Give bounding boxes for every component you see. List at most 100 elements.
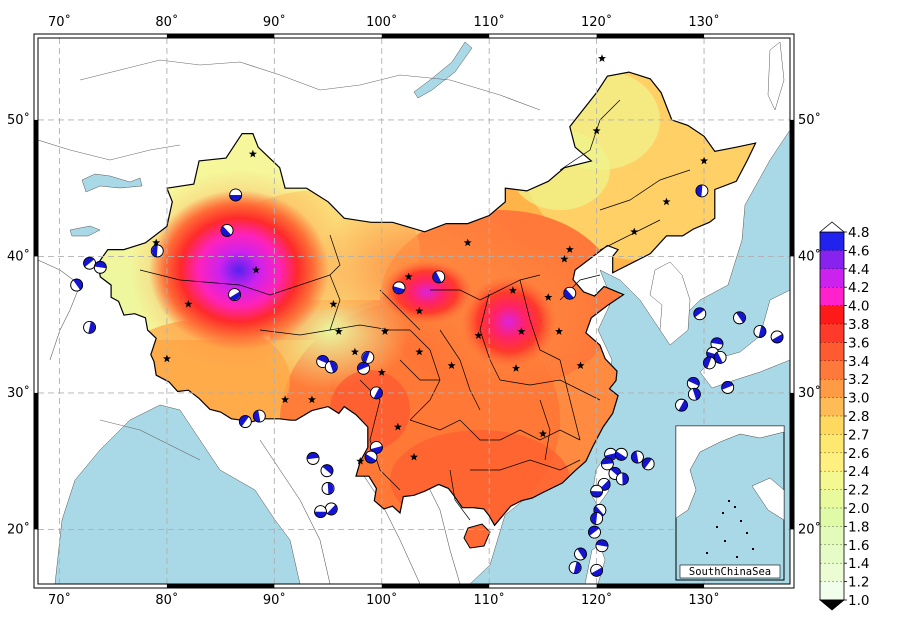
frame-ticks [34,34,794,588]
beachball [614,447,628,461]
beachball [600,457,614,471]
lon-label-top: 90˚ [263,14,286,30]
beachball [252,409,266,423]
colorbar: 4.8 4.6 4.4 4.2 4.0 3.8 3.6 3.4 3.2 3.0 2.8 2.7 2.6 2… [818,221,869,611]
station-star [248,149,257,158]
station-star [447,361,456,369]
focal-mechanisms [70,184,784,577]
station-star [184,300,193,308]
lon-label-bottom: 110˚ [474,592,505,608]
station-star [415,347,424,356]
axis-labels: 70˚ 70˚ 80˚ 80˚ 90˚ 90˚ 100˚ 100˚ 110˚ 110˚ 120˚ 12… [7,14,821,608]
colorbar-label: 2.2 [848,483,869,499]
station-star [592,126,601,135]
station-star [474,331,483,339]
station-star [307,395,316,404]
colorbar-label: 1.0 [848,593,869,609]
station-star [350,347,359,356]
lon-label-bottom: 80˚ [155,592,178,608]
beachball [364,450,378,464]
borders [97,71,757,549]
colorbar-label: 1.6 [848,538,869,554]
station-star [329,300,338,308]
frame-bar [166,34,275,38]
lon-label-top: 110˚ [474,14,505,30]
lon-label-bottom: 70˚ [48,592,71,608]
frame-bar [166,584,275,588]
lake-issyk [69,225,101,237]
lake-baikal [413,41,473,99]
beachball [574,547,587,561]
station-star [508,286,517,294]
colorbar-label: 3.2 [848,372,869,388]
beachball [321,482,335,495]
station-star [404,272,413,281]
beachball [590,512,604,525]
beachball [721,381,735,394]
colorbar-top-arrow [818,221,846,233]
lat-label-left: 40˚ [7,248,30,264]
beachball [590,484,604,498]
beachball [595,539,609,553]
station-star [565,245,574,253]
lon-label-top: 130˚ [688,14,719,30]
colorbar-segment [820,287,844,306]
station-star [410,452,418,461]
beachball [631,450,644,464]
station-star [356,457,365,465]
colorbar-label: 4.0 [848,299,869,315]
colorbar-label: 4.6 [848,243,869,259]
beachball [588,525,601,539]
lon-label-top: 70˚ [48,14,71,30]
colorbar-label: 3.6 [848,335,869,351]
colorbar-label: 4.8 [848,225,869,241]
hainan-island [463,523,491,549]
station-star [377,368,386,376]
colorbar-label: 2.8 [848,409,869,425]
sakhalin [767,41,785,111]
beachball [314,505,327,519]
japan [699,289,790,389]
station-star [162,354,171,363]
beachball [641,457,655,471]
station-markers [152,54,709,465]
beachball [150,244,164,258]
beachball [432,270,446,284]
colorbar-segment [820,452,844,472]
lon-label-top: 120˚ [581,14,612,30]
colorbar-segment [820,416,844,435]
south-china-sea-inset: SouthChinaSea [675,425,785,581]
station-star [662,197,671,206]
station-star [598,54,606,62]
lon-label-bottom: 90˚ [263,592,286,608]
station-star [576,361,585,369]
lon-label-top: 80˚ [155,14,178,30]
beachball [361,351,375,364]
frame-bar [596,34,705,38]
beachball [713,351,727,364]
beachball [695,184,709,198]
station-star [393,422,402,431]
inset-label: SouthChinaSea [689,566,771,578]
beachball [687,387,701,401]
colorbar-segment [820,563,844,582]
colorbar-label: 1.8 [848,519,869,535]
lat-label-right: 50˚ [798,112,821,128]
beachball [83,320,96,334]
colorbar-label: 3.8 [848,317,869,333]
station-star [538,429,547,438]
colorbar-segment [820,305,844,325]
beachball [228,288,241,302]
beachball [733,311,746,325]
lat-label-right: 30˚ [798,385,821,401]
lon-label-bottom: 120˚ [581,592,612,608]
beachball [324,502,338,516]
lat-label-left: 30˚ [7,385,30,401]
colorbar-label: 1.2 [848,575,869,591]
beachball [392,281,406,295]
station-star [512,364,521,372]
map-frame: SouthChinaSea 70˚ 70˚ 80˚ 80˚ 90˚ 90˚ 100˚ 100˚… [7,14,821,608]
beachball [238,415,252,428]
colorbar-label: 3.0 [848,391,869,407]
korea [649,261,691,346]
